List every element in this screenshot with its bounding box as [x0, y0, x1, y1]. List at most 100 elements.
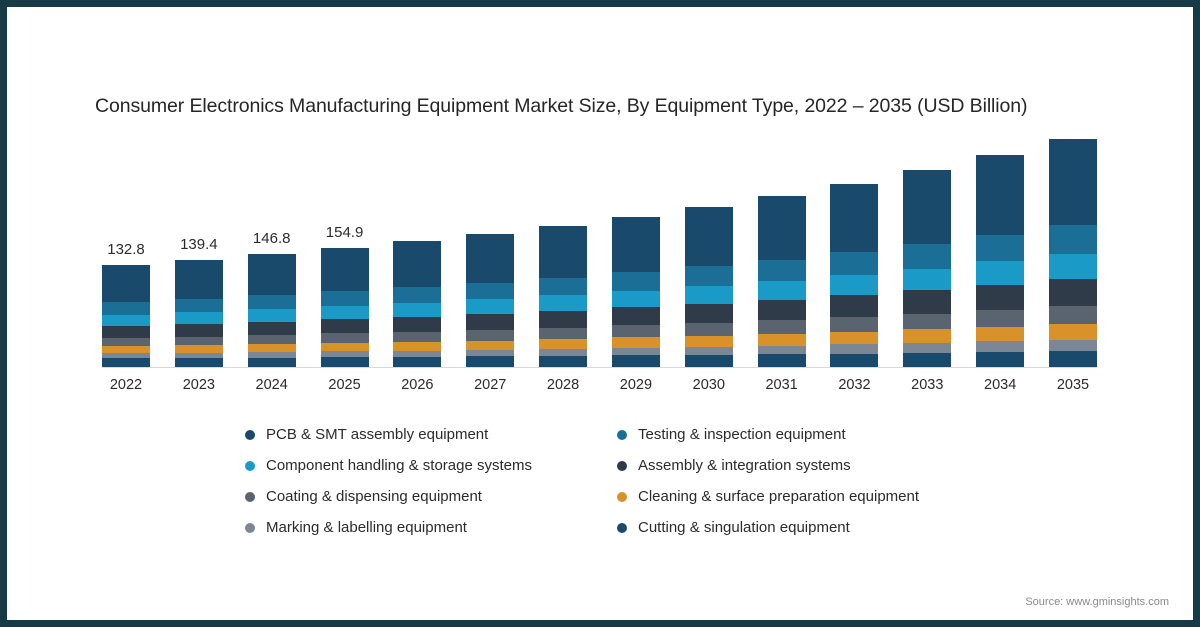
bar-segment: [320, 357, 369, 367]
legend-item[interactable]: Assembly & integration systems: [617, 457, 1005, 474]
bar-segment: [830, 316, 879, 332]
stacked-bar[interactable]: [539, 225, 588, 367]
bar-segment: [684, 335, 733, 347]
bar-segment: [247, 254, 296, 296]
bar-group: [393, 241, 442, 367]
bar-segment: [102, 353, 150, 359]
bar-segment: [102, 325, 150, 338]
bar-group: [684, 206, 733, 367]
source-attribution: Source: www.gminsights.com: [1025, 596, 1169, 608]
bar-segment: [611, 291, 660, 308]
bar-segment: [174, 345, 223, 353]
bar-segment: [539, 327, 588, 339]
bar-segment: [393, 287, 442, 303]
page-title: Consumer Electronics Manufacturing Equip…: [95, 95, 1028, 117]
chart-canvas: Consumer Electronics Manufacturing Equip…: [7, 7, 1193, 620]
bar-segment: [102, 337, 150, 347]
x-axis-tick-label: 2030: [692, 377, 725, 393]
bar-segment: [903, 352, 952, 367]
stacked-bar[interactable]: [976, 155, 1025, 367]
bar-segment: [830, 344, 879, 354]
bar-segment: [976, 235, 1025, 262]
legend-color-dot-icon: [245, 491, 255, 502]
bar-segment: [320, 319, 369, 334]
stacked-bar[interactable]: [1049, 138, 1097, 367]
legend-item[interactable]: Component handling & storage systems: [245, 457, 617, 474]
bar-segment: [320, 342, 369, 352]
legend-item[interactable]: Marking & labelling equipment: [245, 519, 617, 536]
bar-segment: [466, 233, 515, 283]
stacked-bar[interactable]: [830, 183, 879, 367]
x-axis-tick-label: 2027: [474, 377, 507, 393]
bar-segment: [1049, 351, 1097, 367]
bar-segment: [611, 216, 660, 273]
bar-group: [539, 225, 588, 367]
bar-segment: [174, 323, 223, 337]
stacked-bar[interactable]: [466, 233, 515, 367]
bar-segment: [247, 352, 296, 358]
stacked-bar[interactable]: 139.4: [174, 236, 223, 367]
axis-baseline: [102, 367, 1097, 368]
bar-segment: [684, 303, 733, 323]
bar-segment: [174, 298, 223, 313]
bar-group: [757, 195, 806, 367]
bar-segment: [393, 241, 442, 288]
bar-segment: [903, 170, 952, 245]
bar-segment: [757, 195, 806, 260]
legend-item[interactable]: Coating & dispensing equipment: [245, 488, 617, 505]
bar-segment: [247, 309, 296, 322]
bar-segment: [539, 295, 588, 311]
stacked-bar[interactable]: [611, 216, 660, 367]
stacked-bar[interactable]: [757, 195, 806, 367]
bar-segment: [757, 354, 806, 367]
bar-segment: [611, 307, 660, 326]
bar-segment: [903, 329, 952, 344]
legend-item[interactable]: PCB & SMT assembly equipment: [245, 426, 617, 443]
bar-segment: [320, 291, 369, 307]
chart-legend: PCB & SMT assembly equipment Testing & in…: [245, 419, 1005, 543]
bar-segment: [830, 275, 879, 296]
x-axis-tick-label: 2024: [255, 377, 288, 393]
stacked-bar[interactable]: [684, 206, 733, 367]
stacked-bar[interactable]: [903, 170, 952, 367]
legend-item-label: Cleaning & surface preparation equipment: [638, 488, 920, 505]
bar-segment: [976, 261, 1025, 285]
stacked-bar[interactable]: [393, 241, 442, 367]
bar-segment: [539, 225, 588, 278]
stacked-bar[interactable]: 146.8: [247, 230, 296, 367]
legend-item[interactable]: Cutting & singulation equipment: [617, 519, 1005, 536]
bar-value-label: 146.8: [252, 230, 291, 248]
legend-item[interactable]: Testing & inspection equipment: [617, 426, 1005, 443]
legend-color-dot-icon: [245, 460, 255, 471]
x-axis-tick-label: 2032: [838, 377, 871, 393]
bar-segment: [247, 357, 296, 367]
bar-segment: [684, 206, 733, 267]
bar-segment: [102, 358, 150, 367]
bar-segment: [757, 320, 806, 334]
bar-segment: [174, 357, 223, 367]
x-axis-tick-label: 2023: [182, 377, 215, 393]
bar-segment: [247, 321, 296, 336]
x-axis-tick-label: 2025: [328, 377, 361, 393]
bar-segment: [976, 352, 1025, 367]
bar-segment: [684, 266, 733, 287]
bar-segment: [466, 299, 515, 314]
legend-color-dot-icon: [617, 491, 627, 502]
bar-segment: [102, 346, 150, 354]
x-axis-tick-label: 2034: [984, 377, 1017, 393]
bar-segment: [830, 353, 879, 367]
stacked-bar[interactable]: 132.8: [102, 241, 150, 367]
bar-segment: [393, 302, 442, 317]
bar-segment: [466, 329, 515, 341]
bar-segment: [903, 268, 952, 291]
bar-segment: [247, 295, 296, 310]
legend-item-label: Coating & dispensing equipment: [266, 488, 482, 505]
stacked-bar[interactable]: 154.9: [320, 224, 369, 367]
bar-segment: [174, 352, 223, 358]
bar-segment: [466, 282, 515, 300]
bar-segment: [830, 183, 879, 253]
legend-item[interactable]: Cleaning & surface preparation equipment: [617, 488, 1005, 505]
bar-segment: [1049, 225, 1097, 254]
bar-segment: [1049, 278, 1097, 306]
